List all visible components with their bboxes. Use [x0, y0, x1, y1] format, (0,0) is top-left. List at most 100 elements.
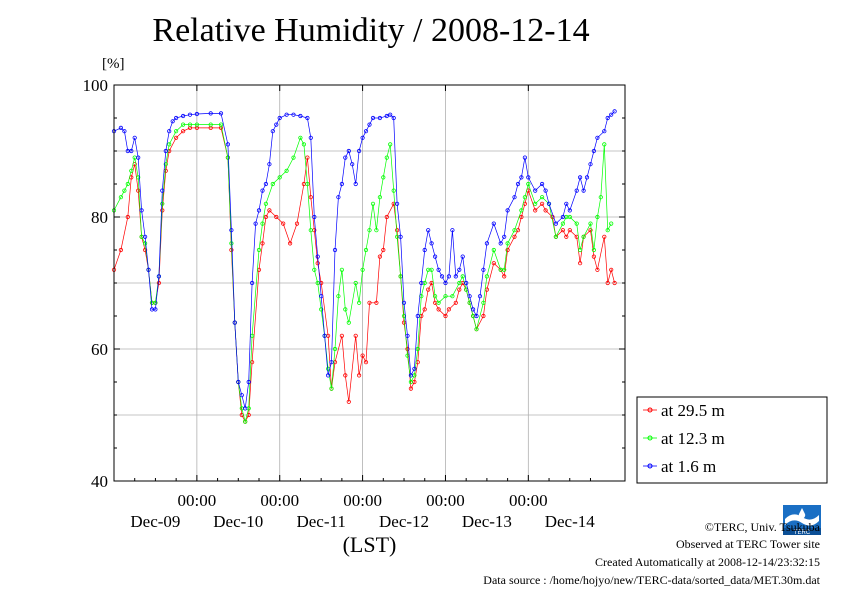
- data-point: [370, 115, 376, 121]
- data-point: [543, 208, 548, 213]
- data-point: [339, 267, 344, 272]
- data-point: [129, 148, 134, 154]
- data-point: [381, 247, 386, 253]
- data-point: [443, 280, 448, 286]
- data-point: [243, 406, 248, 411]
- data-point: [232, 320, 237, 325]
- data-point: [281, 221, 286, 226]
- data-point: [312, 267, 317, 272]
- data-point: [612, 280, 617, 286]
- data-point: [250, 280, 255, 286]
- data-point: [187, 122, 193, 127]
- data-point: [156, 280, 161, 286]
- data-point: [315, 261, 320, 266]
- data-point: [453, 274, 458, 279]
- series-0: [111, 125, 617, 424]
- data-point: [612, 109, 617, 114]
- data-point: [360, 267, 365, 272]
- y-tick-label: 40: [91, 472, 108, 491]
- x-tick-time-label: 00:00: [177, 491, 216, 510]
- data-point: [533, 188, 538, 193]
- data-point: [539, 201, 545, 206]
- data-point: [267, 208, 272, 213]
- data-point: [305, 155, 310, 160]
- data-point: [336, 294, 341, 299]
- data-point: [336, 195, 341, 200]
- data-point: [367, 228, 372, 233]
- y-tick-label: 60: [91, 340, 108, 359]
- data-point: [443, 313, 448, 319]
- data-point: [353, 333, 358, 338]
- data-point: [263, 181, 268, 187]
- data-point: [153, 307, 158, 312]
- data-point: [436, 307, 441, 312]
- data-point: [505, 247, 510, 253]
- data-point: [277, 115, 282, 121]
- data-point: [546, 201, 552, 206]
- data-point: [405, 346, 410, 352]
- data-point: [567, 208, 572, 213]
- data-point: [412, 366, 417, 371]
- data-point: [305, 181, 310, 187]
- data-point: [522, 195, 528, 200]
- data-point: [294, 221, 300, 226]
- data-point: [439, 274, 445, 279]
- data-point: [560, 214, 566, 220]
- data-point: [260, 221, 265, 226]
- data-point: [502, 267, 507, 272]
- data-point: [609, 112, 614, 117]
- data-point: [591, 254, 597, 259]
- data-point: [325, 373, 331, 378]
- data-point: [577, 175, 583, 180]
- data-point: [605, 280, 610, 286]
- data-point: [174, 129, 179, 134]
- data-point: [332, 247, 338, 253]
- data-point: [356, 300, 362, 305]
- data-point: [129, 168, 134, 173]
- x-tick-time-label: 00:00: [343, 491, 382, 510]
- data-point: [187, 112, 193, 117]
- data-point: [163, 148, 168, 154]
- data-point: [429, 241, 434, 246]
- chart-title: Relative Humidity / 2008-12-14: [152, 12, 590, 49]
- data-point: [284, 112, 289, 117]
- data-point: [308, 195, 313, 200]
- data-point: [218, 122, 224, 127]
- data-point: [408, 373, 413, 378]
- data-point: [484, 241, 489, 246]
- data-point: [377, 115, 382, 121]
- data-point: [450, 294, 455, 299]
- data-point: [332, 346, 338, 352]
- data-point: [305, 115, 310, 121]
- x-tick-day-label: Dec-12: [379, 512, 429, 531]
- data-point: [298, 135, 303, 140]
- data-point: [512, 228, 517, 233]
- data-point: [167, 129, 172, 134]
- data-point: [225, 142, 230, 147]
- data-point: [564, 234, 569, 239]
- x-tick-time-label: 00:00: [426, 491, 465, 510]
- data-point: [156, 274, 161, 279]
- axis-labels: 40 60 80 100 00:00 00:00 00:00 00:00 00:00 Dec-09…: [83, 76, 625, 557]
- data-point: [477, 294, 483, 299]
- svg-text:TERC: TERC: [794, 530, 811, 535]
- data-point: [595, 214, 600, 220]
- data-point: [274, 122, 279, 127]
- data-point: [319, 307, 324, 312]
- data-point: [287, 241, 293, 246]
- legend: at 29.5 m at 12.3 m at 1.6 m: [636, 396, 828, 484]
- data-point: [595, 135, 600, 140]
- data-point: [118, 125, 124, 131]
- data-point: [143, 234, 148, 239]
- data-point: [505, 208, 510, 213]
- data-point: [470, 307, 476, 312]
- data-point: [415, 346, 420, 352]
- data-point: [474, 313, 479, 319]
- data-point: [574, 221, 579, 226]
- data-point: [453, 300, 458, 305]
- data-point: [584, 175, 590, 180]
- data-point: [588, 228, 593, 233]
- data-point: [170, 119, 175, 124]
- data-point: [329, 360, 334, 365]
- data-point: [363, 247, 369, 253]
